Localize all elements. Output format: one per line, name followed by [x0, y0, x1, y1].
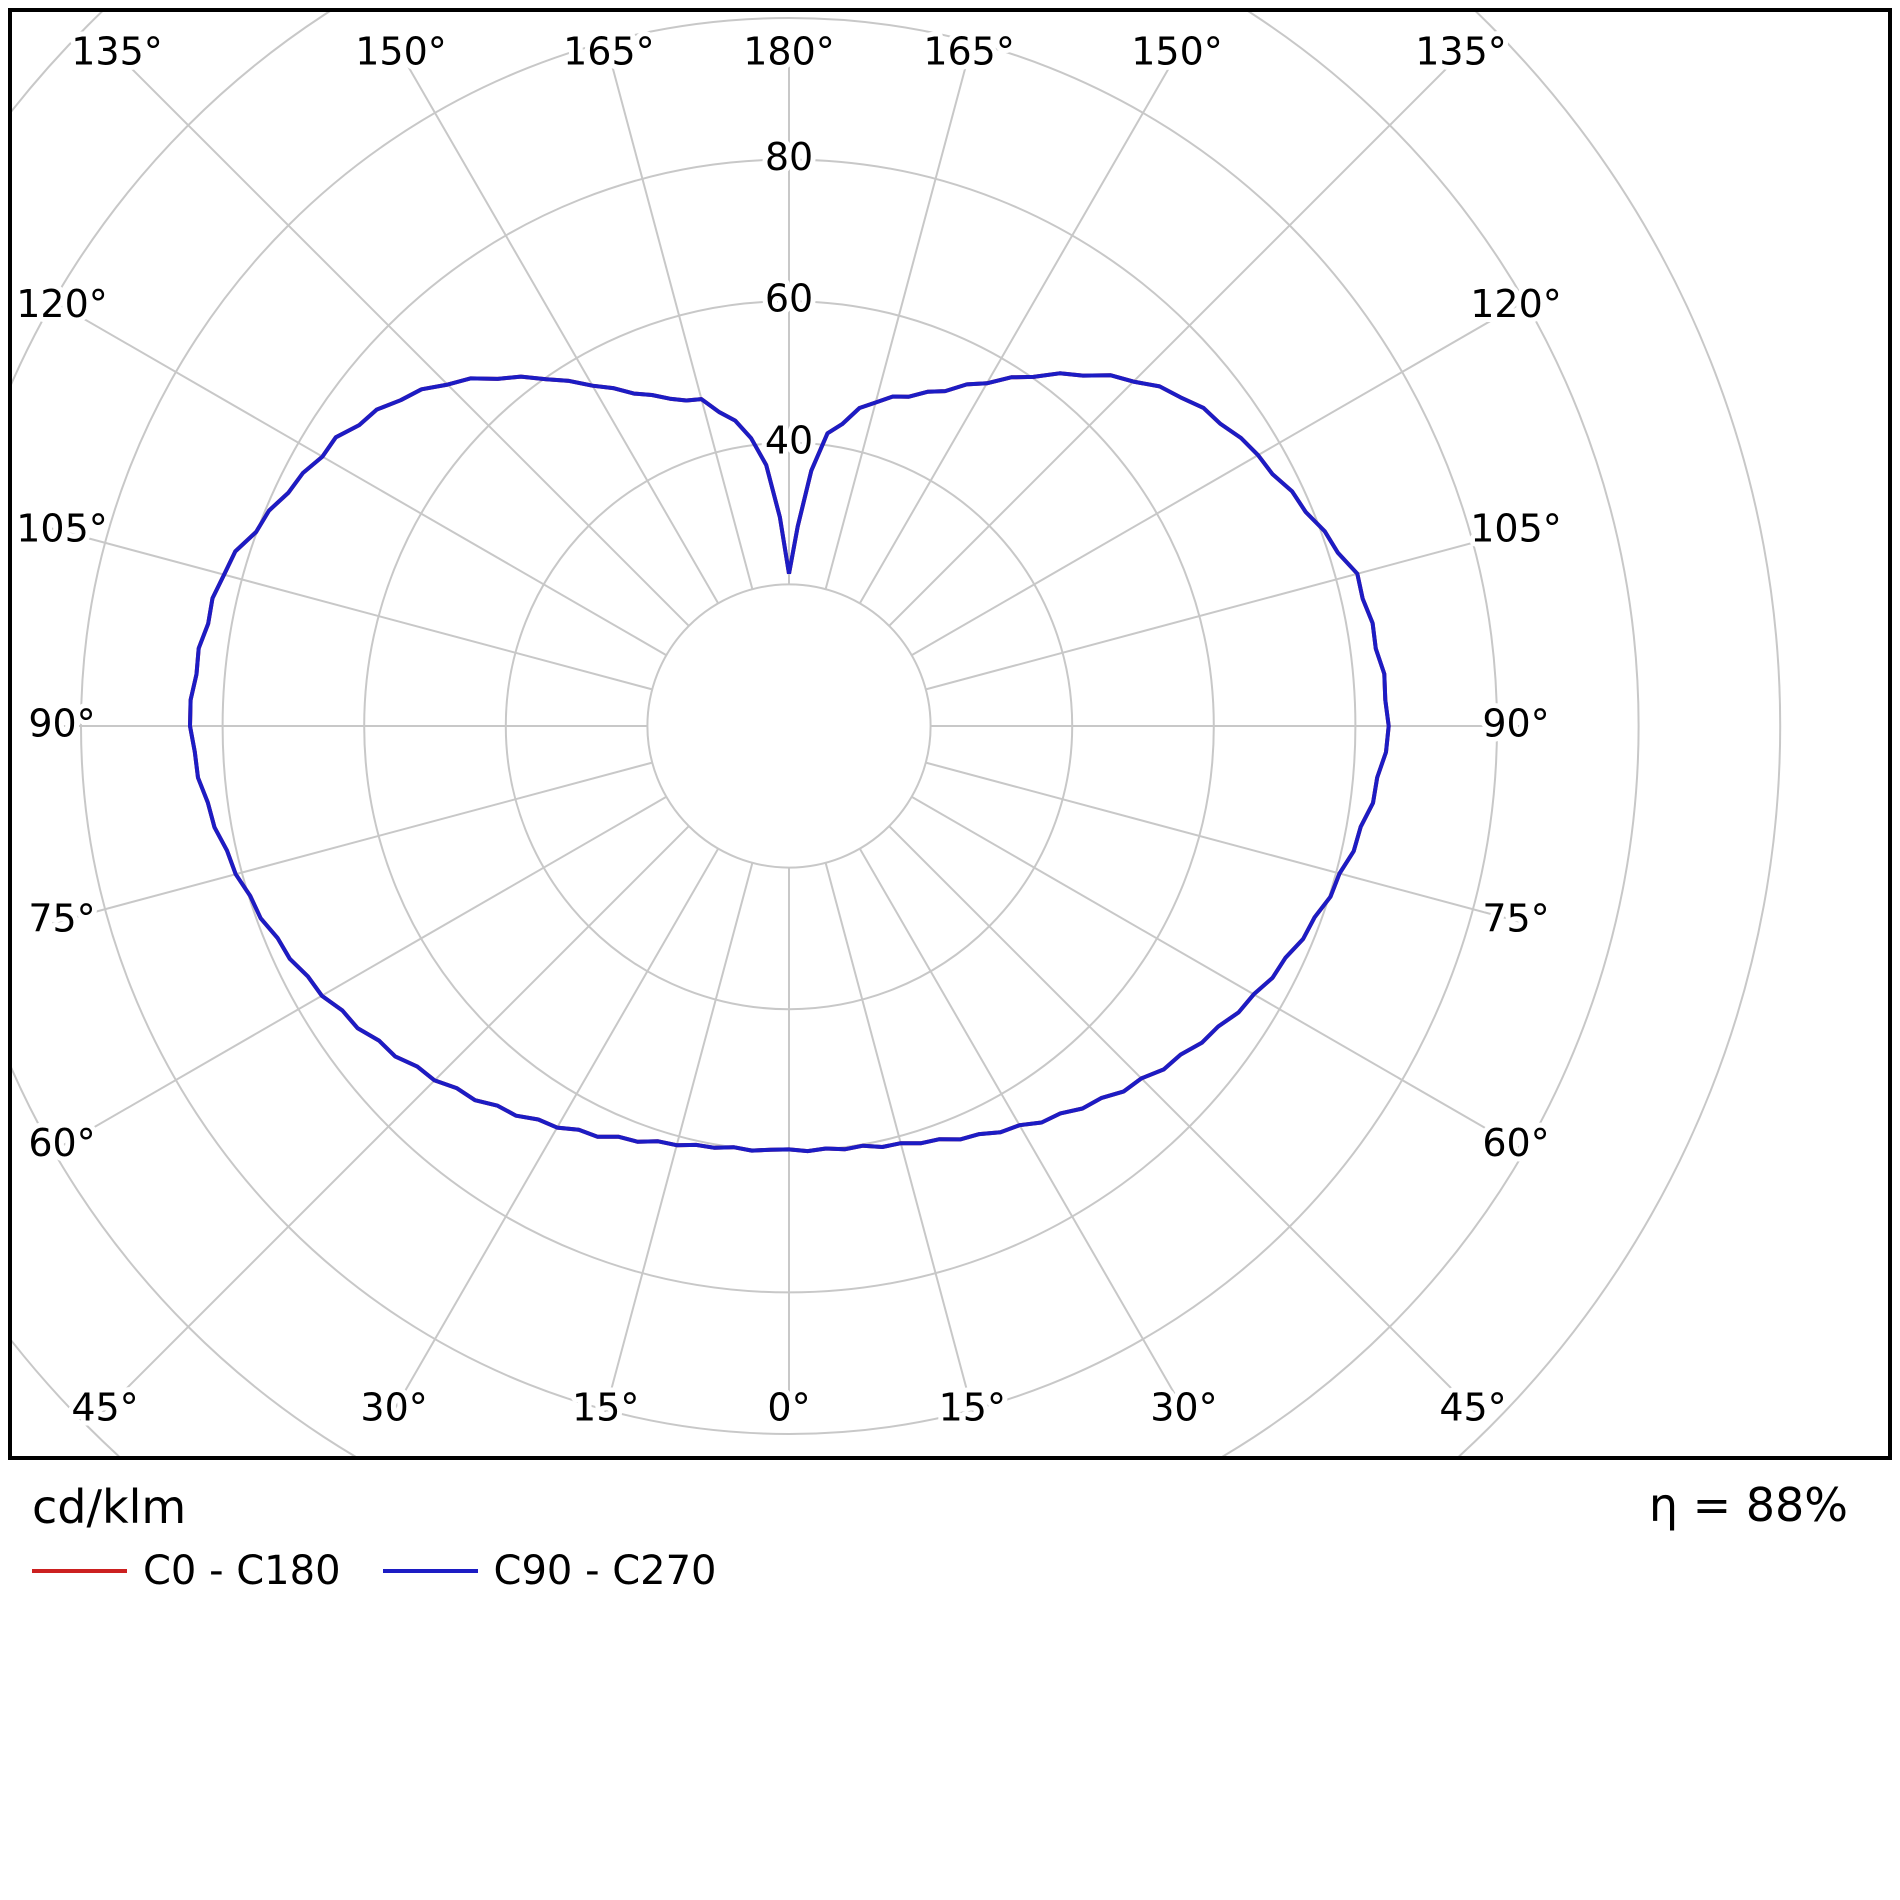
grid-spoke: [888, 825, 1477, 1412]
grid-spoke: [607, 52, 754, 590]
angle-label: 45°: [1439, 1386, 1506, 1430]
angle-label: 165°: [923, 30, 1015, 74]
grid-spoke: [858, 848, 1187, 1412]
angle-labels: 0° 15° 15° 30° 30° 45° 45° 60° 60° 75° 75° 90° 90° 10…: [12, 25, 1567, 1435]
grid-spoke: [52, 761, 653, 925]
grid-spoke: [604, 862, 754, 1412]
curve-c90-c270: [188, 371, 1391, 1154]
angle-label: 165°: [563, 30, 655, 74]
angle-label: 150°: [1131, 30, 1223, 74]
grid-spoke: [52, 795, 667, 1153]
angle-label: 180°: [743, 30, 835, 74]
angle-label: 75°: [1482, 896, 1549, 940]
grid-spoke: [52, 527, 653, 691]
grid-spoke: [911, 299, 1526, 657]
angle-label: 120°: [1470, 282, 1562, 326]
legend-swatch-c0: [32, 1569, 127, 1573]
angle-label: 30°: [1150, 1386, 1217, 1430]
radial-tick-label: 60: [765, 277, 813, 321]
angle-label: 15°: [572, 1386, 639, 1430]
grid-spoke: [911, 795, 1526, 1153]
grid-spoke: [824, 862, 974, 1412]
legend-item-c90-c270: C90 - C270: [382, 1548, 717, 1594]
grid-spoke: [925, 527, 1526, 691]
grid-circle: [12, 12, 1640, 1456]
angle-label: 150°: [355, 30, 447, 74]
radial-tick-label: 80: [765, 135, 813, 179]
angle-label: 90°: [1482, 702, 1549, 746]
chart-legend: C0 - C180 C90 - C270: [32, 1548, 717, 1594]
angle-label: 75°: [28, 896, 95, 940]
angle-label: 135°: [71, 30, 163, 74]
angle-label: 15°: [939, 1386, 1006, 1430]
legend-item-c0-c180: C0 - C180: [32, 1548, 341, 1594]
legend-label-c90: C90 - C270: [493, 1548, 717, 1594]
unit-label: cd/klm: [32, 1480, 187, 1534]
grid-spoke: [888, 52, 1465, 627]
grid-spoke: [824, 52, 971, 590]
angle-label: 30°: [360, 1386, 427, 1430]
angle-label: 60°: [28, 1121, 95, 1165]
legend-label-c0: C0 - C180: [143, 1548, 341, 1594]
efficiency-value: η = 88%: [1648, 1478, 1848, 1532]
grid-circle: [646, 583, 932, 869]
grid-spoke: [858, 52, 1180, 604]
angle-label: 120°: [16, 282, 108, 326]
angle-label: 105°: [16, 507, 108, 551]
angle-label: 45°: [71, 1386, 138, 1430]
angle-label: 90°: [28, 702, 95, 746]
grid-spoke: [101, 825, 690, 1412]
grid-spoke: [925, 761, 1526, 925]
grid-spoke: [391, 848, 720, 1412]
grid-circle: [12, 12, 1781, 1456]
grid-spoke: [113, 52, 690, 627]
polar-chart-svg: 0° 15° 15° 30° 30° 45° 45° 60° 60° 75° 75° 90° 90° 10…: [12, 12, 1781, 1456]
grid-spoke: [398, 52, 720, 604]
angle-label: 60°: [1482, 1121, 1549, 1165]
legend-swatch-c90: [382, 1569, 478, 1573]
polar-chart-box: 0° 15° 15° 30° 30° 45° 45° 60° 60° 75° 75° 90° 90° 10…: [8, 8, 1892, 1460]
grid-spokes: [52, 52, 1526, 1412]
angle-label: 135°: [1415, 30, 1507, 74]
angle-label: 105°: [1470, 507, 1562, 551]
angle-label: 0°: [767, 1386, 810, 1430]
grid-spoke: [52, 299, 667, 657]
radial-tick-label: 40: [765, 418, 813, 462]
